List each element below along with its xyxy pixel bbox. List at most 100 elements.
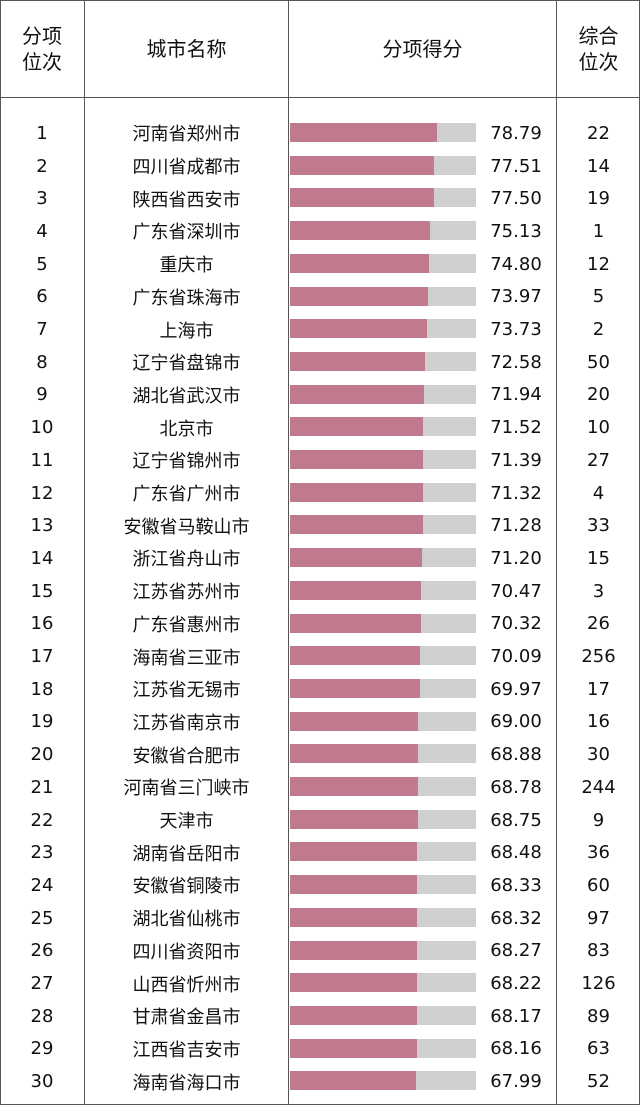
score-value-label: 71.52 <box>490 417 542 439</box>
city-label: 江苏省无锡市 <box>132 680 241 702</box>
score-bar <box>290 940 417 960</box>
table-row: 11 辽宁省锦州市 71.39 27 <box>0 444 640 477</box>
total-rank-label: 126 <box>581 973 616 995</box>
column-divider <box>288 0 289 1105</box>
table-row: 4 广东省深圳市 75.13 1 <box>0 215 640 248</box>
total-rank-label: 19 <box>587 188 610 210</box>
score-bar <box>290 253 430 273</box>
city-label: 河南省郑州市 <box>132 124 241 146</box>
total-rank-label: 33 <box>587 515 610 537</box>
city-label: 重庆市 <box>159 255 214 277</box>
rank-label: 7 <box>36 319 48 341</box>
table-row: 7 上海市 73.73 2 <box>0 313 640 346</box>
total-rank-label: 52 <box>587 1071 610 1093</box>
score-bar <box>290 580 422 600</box>
score-bar-track <box>290 548 476 568</box>
table-row: 3 陕西省西安市 77.50 19 <box>0 182 640 215</box>
score-value-label: 68.48 <box>490 842 542 864</box>
city-label: 江苏省南京市 <box>132 712 241 734</box>
score-bar-track <box>290 286 476 306</box>
score-bar <box>290 646 421 666</box>
header-city-label: 城市名称 <box>146 36 227 61</box>
table-row: 30 海南省海口市 67.99 52 <box>0 1065 640 1098</box>
score-bar-track <box>290 482 476 502</box>
table-row: 21 河南省三门峡市 68.78 244 <box>0 771 640 804</box>
score-bar-track <box>290 188 476 208</box>
score-bar-track <box>290 777 476 796</box>
city-label: 辽宁省盘锦市 <box>132 353 241 375</box>
table-row: 22 天津市 68.75 9 <box>0 804 640 837</box>
total-rank-label: 12 <box>587 253 610 275</box>
total-rank-label: 15 <box>587 547 610 569</box>
score-bar <box>290 1071 417 1091</box>
table-row: 1 河南省郑州市 78.79 22 <box>0 117 640 150</box>
table-row: 10 北京市 71.52 10 <box>0 411 640 444</box>
rank-label: 15 <box>30 580 54 602</box>
score-value-label: 70.47 <box>490 580 542 602</box>
rank-label: 3 <box>36 188 48 210</box>
score-bar-track <box>290 221 476 241</box>
header-score: 分项得分 <box>289 0 556 97</box>
total-rank-label: 9 <box>592 809 605 831</box>
score-bar <box>290 1038 417 1058</box>
score-bar-track <box>290 515 476 535</box>
city-label: 山西省忻州市 <box>132 974 241 996</box>
rank-label: 4 <box>36 220 48 242</box>
header-total: 综合 位次 <box>557 0 640 97</box>
score-value-label: 73.97 <box>490 286 542 308</box>
total-rank-label: 89 <box>587 1005 610 1027</box>
score-bar <box>290 482 423 502</box>
total-rank-label: 50 <box>587 351 610 373</box>
score-bar-track <box>290 940 476 960</box>
score-bar-track <box>290 907 476 927</box>
score-bar <box>290 123 437 142</box>
rank-label: 18 <box>30 678 54 700</box>
score-value-label: 68.32 <box>490 907 542 929</box>
city-label: 海南省三亚市 <box>132 647 241 669</box>
score-bar <box>290 450 423 469</box>
rank-label: 6 <box>36 286 48 308</box>
score-bar <box>290 1005 417 1025</box>
city-label: 广东省珠海市 <box>132 287 241 309</box>
score-bar-track <box>290 580 476 600</box>
rank-label: 14 <box>30 547 54 569</box>
total-rank-label: 27 <box>587 449 610 471</box>
total-rank-label: 22 <box>587 122 610 144</box>
table-row: 25 湖北省仙桃市 68.32 97 <box>0 902 640 935</box>
rank-label: 13 <box>30 515 54 537</box>
score-value-label: 71.28 <box>490 515 542 537</box>
score-bar-track <box>290 711 476 731</box>
table-row: 14 浙江省舟山市 71.20 15 <box>0 542 640 575</box>
score-value-label: 67.99 <box>490 1071 542 1093</box>
header-divider <box>0 97 640 98</box>
header-rank: 分项 位次 <box>0 0 84 97</box>
score-bar-track <box>290 973 476 993</box>
table-row: 16 广东省惠州市 70.32 26 <box>0 608 640 641</box>
score-value-label: 68.17 <box>490 1005 542 1027</box>
total-rank-label: 30 <box>587 744 610 766</box>
rank-label: 1 <box>36 122 48 144</box>
score-bar <box>290 613 421 633</box>
rank-label: 9 <box>36 384 48 406</box>
score-bar-track <box>290 384 476 404</box>
score-bar-track <box>290 1038 476 1058</box>
score-bar-track <box>290 253 476 273</box>
table-row: 17 海南省三亚市 70.09 256 <box>0 640 640 673</box>
rank-label: 21 <box>30 776 54 798</box>
score-value-label: 78.79 <box>490 122 542 144</box>
city-label: 海南省海口市 <box>132 1072 241 1094</box>
score-bar <box>290 744 419 764</box>
column-divider <box>556 0 557 1105</box>
city-label: 广东省深圳市 <box>132 222 241 244</box>
score-value-label: 69.97 <box>490 678 542 700</box>
total-rank-label: 14 <box>587 155 610 177</box>
rank-label: 30 <box>30 1071 54 1093</box>
city-label: 上海市 <box>159 320 214 342</box>
rank-label: 28 <box>30 1005 54 1027</box>
score-value-label: 73.73 <box>490 319 542 341</box>
header-rank-line2: 位次 <box>22 49 62 74</box>
total-rank-label: 10 <box>587 417 610 439</box>
city-label: 湖北省武汉市 <box>132 385 241 407</box>
rank-label: 8 <box>36 351 48 373</box>
score-bar <box>290 777 418 796</box>
